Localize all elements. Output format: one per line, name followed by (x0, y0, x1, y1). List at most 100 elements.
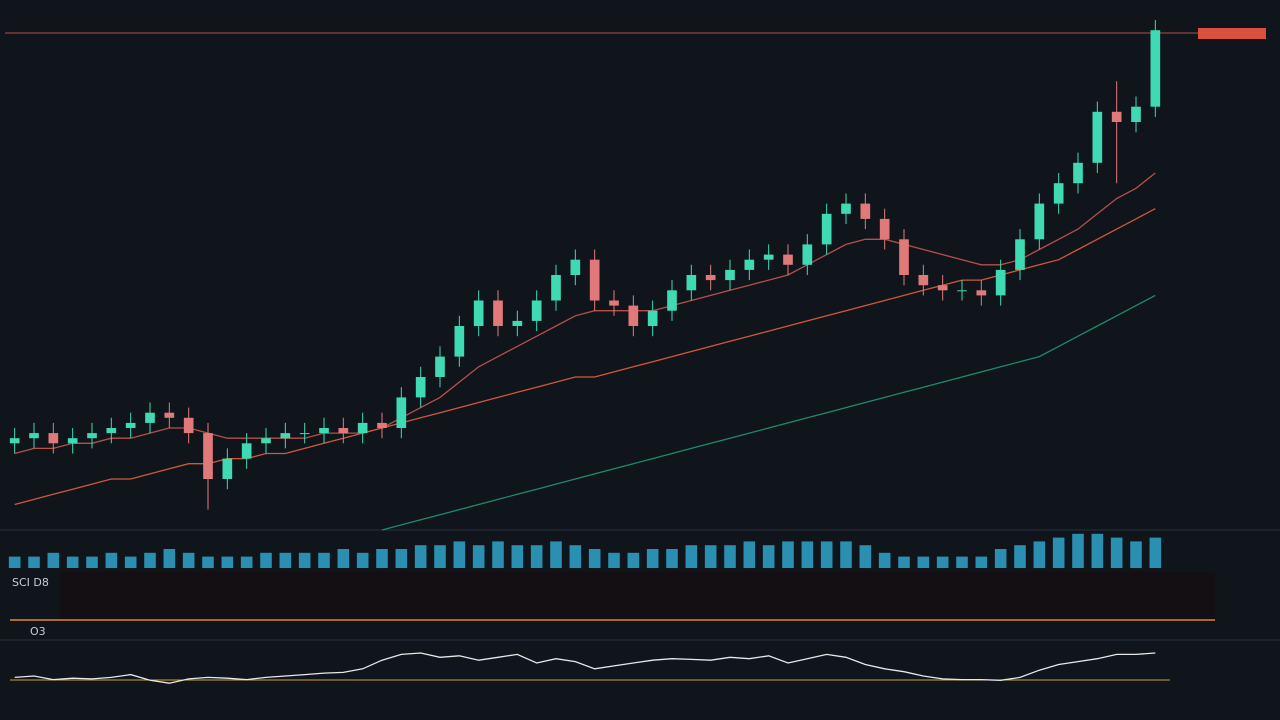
candle-body (821, 213, 832, 245)
volume-bar (1091, 533, 1104, 568)
candle-body (918, 275, 929, 286)
candle-body (551, 275, 561, 301)
volume-bar (1110, 537, 1123, 568)
candle-body (783, 254, 793, 265)
candle-body (164, 412, 175, 418)
volume-bar (472, 545, 485, 568)
volume-bar (685, 545, 698, 568)
volume-bar (782, 541, 794, 568)
candle-body (319, 428, 329, 434)
volume-bar (453, 541, 466, 568)
candle-body (1015, 239, 1025, 270)
candle-body (995, 269, 1006, 296)
volume-bar (1052, 537, 1065, 568)
volume-bar (163, 549, 176, 568)
candle-body (241, 443, 252, 459)
volume-bar (859, 545, 872, 568)
volume-bar (840, 541, 852, 568)
volume-bar (936, 556, 949, 568)
candle-body (145, 412, 155, 423)
volume-bar (975, 556, 988, 568)
candle-body (725, 269, 735, 281)
candle-body (415, 377, 426, 398)
candle-body (222, 458, 233, 479)
candle-body (705, 275, 716, 281)
volume-bar (1033, 541, 1046, 568)
volume-bar (221, 556, 234, 568)
candle-body (589, 259, 600, 301)
volume-bar (8, 556, 21, 568)
volume-bar (646, 549, 659, 568)
candle-body (647, 310, 658, 326)
candle-body (841, 203, 851, 214)
candle-body (1053, 183, 1064, 204)
volume-bar (801, 541, 814, 568)
candle-body (686, 275, 697, 291)
candle-body (609, 300, 619, 306)
candle-body (899, 239, 909, 275)
volume-bar (318, 552, 330, 568)
candle-body (377, 422, 387, 428)
volume-bar (588, 549, 601, 568)
candle-body (1034, 203, 1045, 240)
candle-body (203, 433, 213, 479)
volume-bar (144, 552, 156, 568)
candle-body (1150, 30, 1161, 107)
candle-body (9, 438, 20, 444)
candle-body (454, 326, 465, 357)
candle-body (667, 290, 677, 311)
candle-body (531, 300, 542, 321)
candle-body (435, 356, 445, 377)
volume-bar (376, 549, 388, 568)
candle-body (87, 433, 97, 439)
candle-body (976, 290, 987, 296)
candle-body (183, 417, 194, 434)
candle-body (48, 433, 59, 444)
candle-body (937, 285, 948, 291)
volume-bar (743, 541, 756, 568)
volume-bar (917, 556, 930, 568)
volume-bar (260, 552, 272, 568)
volume-bar (1014, 545, 1026, 568)
volume-bar (298, 552, 311, 568)
candle-body (125, 422, 136, 428)
candle-body (860, 203, 871, 219)
candle-body (299, 433, 310, 435)
volume-bar (105, 552, 118, 568)
candle-body (512, 320, 523, 326)
volume-bar (898, 556, 910, 568)
volume-bar (240, 556, 253, 568)
volume-bar (704, 545, 717, 568)
candle-body (261, 438, 271, 444)
volume-bar (124, 556, 137, 568)
volume-bar (182, 552, 195, 568)
candle-body (1111, 111, 1122, 122)
volume-bar (356, 552, 369, 568)
candle-body (396, 397, 407, 428)
volume-bar (1130, 541, 1142, 568)
panel-label: O3 (30, 625, 46, 638)
volume-bar (1072, 533, 1084, 568)
candle-body (1092, 111, 1103, 163)
volume-bar (550, 541, 562, 568)
candle-body (67, 438, 78, 444)
candle-body (473, 300, 484, 326)
candle-body (802, 244, 813, 265)
volume-bar (569, 545, 582, 568)
volume-bar (28, 556, 40, 568)
volume-bar (820, 541, 833, 568)
volume-bar (47, 552, 60, 568)
volume-bar (66, 556, 79, 568)
moving-average (381, 294, 1156, 531)
volume-bar (202, 556, 214, 568)
volume-bar (337, 549, 350, 568)
volume-bar (395, 549, 408, 568)
panel-label: SCI D8 (12, 576, 49, 589)
volume-bar (86, 556, 98, 568)
oscillator-line (14, 652, 1156, 684)
candle-body (357, 422, 368, 434)
indicator-panel (60, 572, 1215, 622)
volume-bar (1149, 537, 1162, 568)
volume-bar (530, 545, 543, 568)
